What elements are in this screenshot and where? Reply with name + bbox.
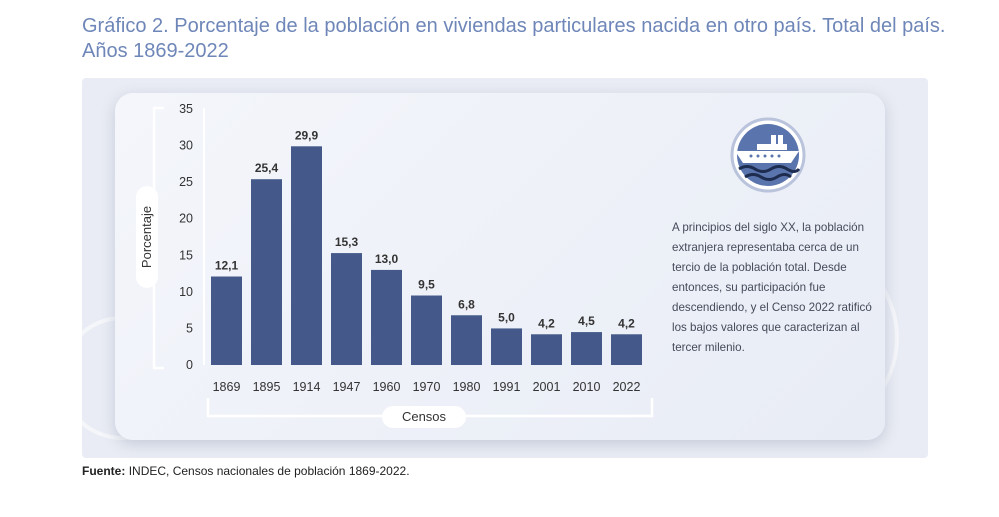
y-tick-label: 20	[179, 212, 193, 226]
x-tick-label: 1970	[413, 380, 441, 394]
x-tick-label: 2022	[613, 380, 641, 394]
annotation-text: A principios del siglo XX, la población …	[672, 221, 872, 354]
x-tick-label: 1895	[253, 380, 281, 394]
y-tick-label: 5	[186, 321, 193, 335]
bar-2010	[571, 332, 602, 365]
source-note: Fuente: INDEC, Censos nacionales de pobl…	[82, 464, 410, 478]
bar-1970	[411, 295, 442, 365]
y-tick-label: 15	[179, 248, 193, 262]
data-label: 9,5	[418, 278, 435, 292]
x-tick-label: 1869	[213, 380, 241, 394]
bar-2001	[531, 334, 562, 365]
x-tick-label: 1980	[453, 380, 481, 394]
data-label: 25,4	[255, 161, 279, 175]
data-label: 4,5	[578, 314, 595, 328]
data-label: 29,9	[295, 128, 319, 142]
x-tick-label: 1914	[293, 380, 321, 394]
data-label: 15,3	[335, 235, 359, 249]
bar-1914	[291, 146, 322, 365]
bar-1947	[331, 253, 362, 365]
bar-1991	[491, 328, 522, 365]
data-label: 12,1	[215, 258, 239, 272]
data-label: 6,8	[458, 297, 475, 311]
x-axis-label: Censos	[402, 409, 447, 424]
y-tick-label: 30	[179, 139, 193, 153]
source-text: INDEC, Censos nacionales de población 18…	[128, 464, 410, 478]
chart-title: Gráfico 2. Porcentaje de la población en…	[82, 15, 946, 62]
data-label: 13,0	[375, 252, 399, 266]
y-axis-label-pill	[136, 186, 158, 288]
x-tick-label: 2001	[533, 380, 561, 394]
y-tick-label: 35	[179, 102, 193, 116]
x-tick-label: 2010	[573, 380, 601, 394]
y-tick-label: 0	[186, 358, 193, 372]
x-tick-label: 1947	[333, 380, 361, 394]
source-label: Fuente:	[82, 464, 126, 478]
data-label: 4,2	[538, 316, 555, 330]
x-axis-label-pill	[382, 406, 466, 428]
bar-1895	[251, 179, 282, 365]
bar-1869	[211, 276, 242, 365]
data-label: 4,2	[618, 316, 635, 330]
x-tick-label: 1991	[493, 380, 521, 394]
bar-1980	[451, 315, 482, 365]
steamship-icon	[730, 117, 806, 193]
x-tick-label: 1960	[373, 380, 401, 394]
data-label: 5,0	[498, 310, 515, 324]
bar-2022	[611, 334, 642, 365]
bar-1960	[371, 269, 402, 365]
y-tick-label: 25	[179, 175, 193, 189]
y-axis-label: Porcentaje	[139, 206, 154, 268]
y-tick-label: 10	[179, 285, 193, 299]
